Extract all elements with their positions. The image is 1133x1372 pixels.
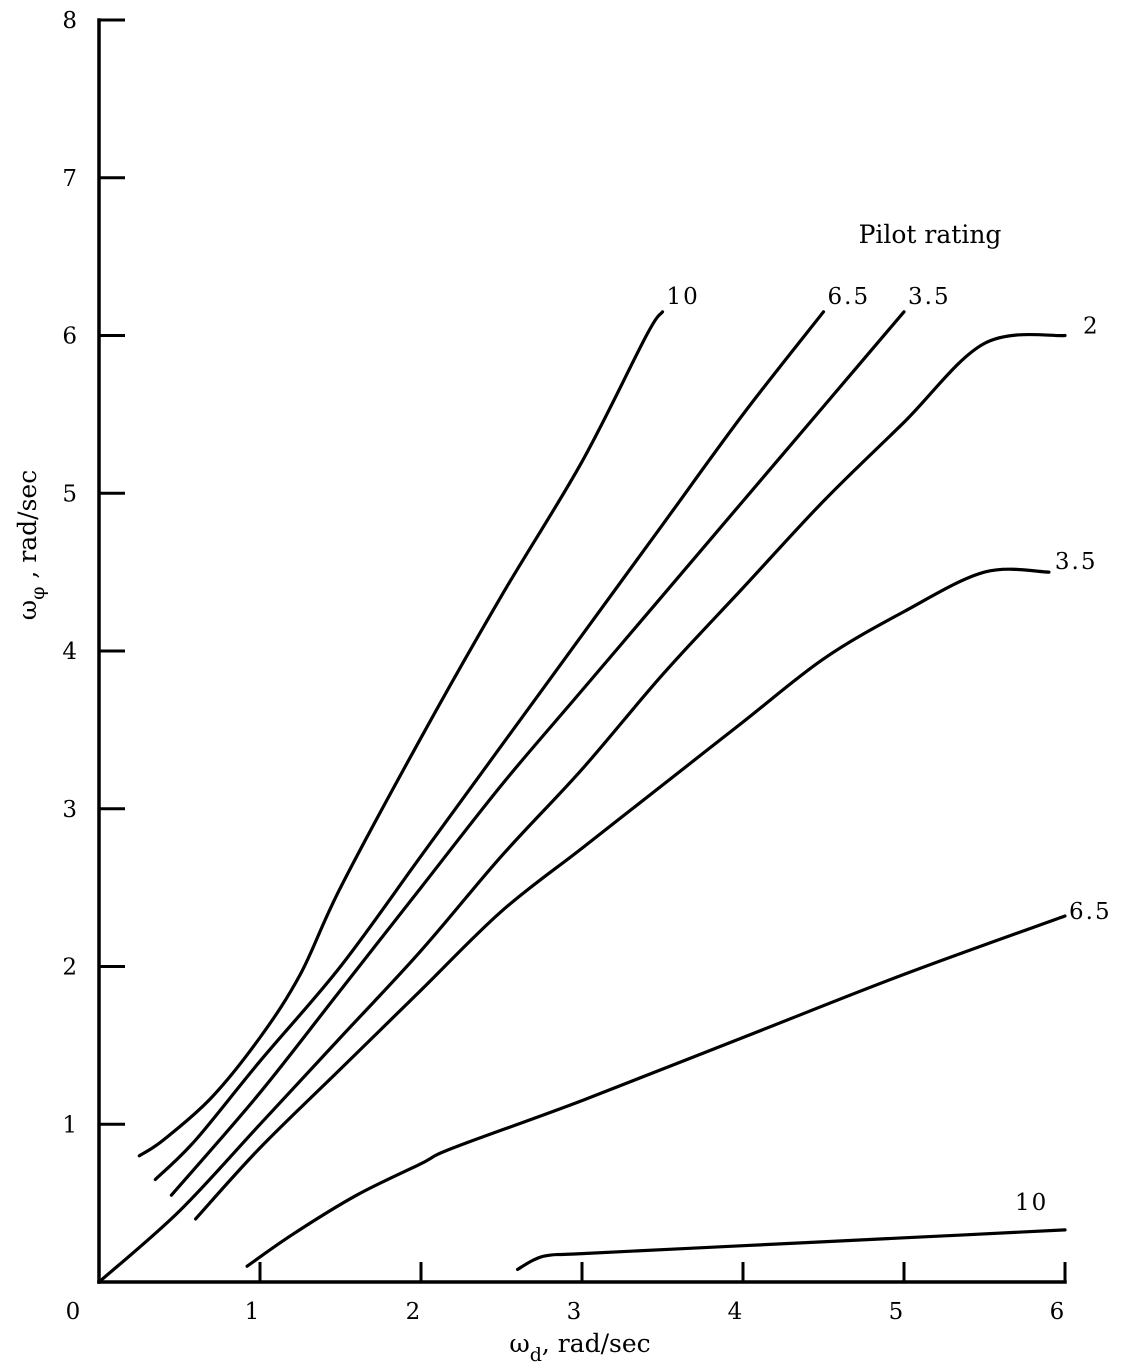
legend-title: Pilot rating bbox=[859, 220, 1002, 249]
tick-labels: 1 2 3 4 5 6 7 8 0 1 2 3 4 5 6 bbox=[62, 8, 1064, 1325]
pilot-rating-curve-3 bbox=[97, 332, 1067, 1284]
y-tick-label: 5 bbox=[62, 481, 77, 507]
x-tick-label: 5 bbox=[889, 1299, 904, 1325]
pilot-rating-curve-2 bbox=[169, 310, 906, 1197]
y-axis-symbol: ω bbox=[13, 600, 42, 620]
pilot-rating-label-2: 3.5 bbox=[908, 284, 951, 310]
x-axis-unit: , rad/sec bbox=[542, 1329, 651, 1358]
y-tick-label: 8 bbox=[62, 8, 77, 34]
y-tick-label: 7 bbox=[62, 166, 77, 192]
pilot-rating-curve-0 bbox=[137, 310, 665, 1158]
pilot-rating-label-5: 6.5 bbox=[1069, 899, 1112, 925]
x-tick-label: 0 bbox=[66, 1299, 81, 1325]
pilot-rating-label-3: 2 bbox=[1083, 314, 1100, 340]
pilot-rating-curve-6 bbox=[516, 1228, 1067, 1271]
y-tick-label: 1 bbox=[62, 1112, 77, 1138]
y-axis-subscript: φ bbox=[27, 587, 49, 600]
pilot-rating-label-0: 10 bbox=[667, 284, 700, 310]
x-axis-subscript: d bbox=[530, 1344, 542, 1366]
y-tick-label: 2 bbox=[62, 955, 77, 981]
x-tick-label: 4 bbox=[728, 1299, 743, 1325]
y-tick-label: 6 bbox=[62, 324, 77, 350]
y-axis-title: ωφ , rad/sec bbox=[13, 470, 49, 620]
x-tick-label: 6 bbox=[1050, 1299, 1065, 1325]
curves bbox=[97, 310, 1067, 1284]
pilot-rating-curve-5 bbox=[245, 914, 1067, 1268]
x-tick-label: 2 bbox=[406, 1299, 421, 1325]
x-axis-symbol: ω bbox=[509, 1329, 529, 1358]
pilot-rating-curve-4 bbox=[194, 567, 1051, 1221]
pilot-rating-label-1: 6.5 bbox=[828, 284, 871, 310]
pilot-rating-curve-1 bbox=[153, 310, 826, 1182]
y-tick-label: 4 bbox=[62, 639, 77, 665]
pilot-rating-label-4: 3.5 bbox=[1055, 549, 1098, 575]
y-tick-label: 3 bbox=[62, 797, 77, 823]
y-axis-unit: , rad/sec bbox=[13, 470, 42, 587]
x-tick-label: 1 bbox=[245, 1299, 260, 1325]
x-axis-title: ωd, rad/sec bbox=[509, 1329, 650, 1366]
curve-labels: 10 6.5 3.5 2 3.5 6.5 10 bbox=[667, 284, 1112, 1216]
pilot-rating-label-6: 10 bbox=[1015, 1190, 1048, 1216]
tick-marks bbox=[99, 18, 1067, 1282]
x-tick-label: 3 bbox=[567, 1299, 582, 1325]
axes bbox=[97, 18, 1067, 1284]
